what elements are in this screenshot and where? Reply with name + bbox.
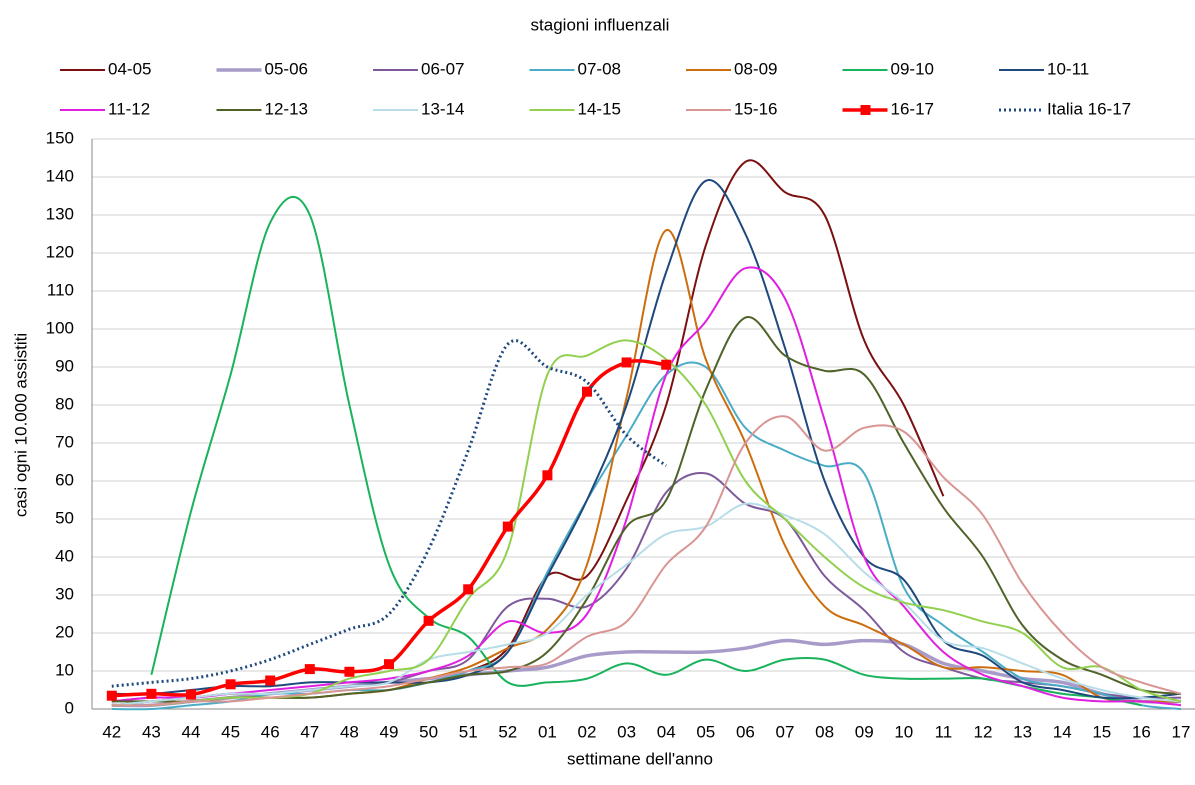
- plot-area: [106, 159, 1182, 711]
- y-axis-label: casi ogni 10.000 assistiti: [11, 333, 30, 517]
- marker: [146, 688, 157, 699]
- legend-label: 12-13: [265, 99, 308, 118]
- y-tick-label: 110: [47, 280, 74, 299]
- marker: [621, 357, 632, 368]
- x-tick-label: 48: [340, 722, 359, 741]
- chart-title: stagioni influenzali: [531, 15, 670, 34]
- marker: [304, 664, 315, 675]
- series-line: [111, 316, 1182, 703]
- series-line: [111, 472, 1182, 703]
- series-line: [111, 266, 1182, 707]
- marker: [661, 359, 672, 370]
- x-tick-label: 02: [578, 722, 597, 741]
- marker: [582, 386, 592, 397]
- legend-label: 13-14: [421, 99, 464, 118]
- x-tick-label: 49: [380, 722, 399, 741]
- legend-marker: [860, 105, 871, 115]
- marker: [384, 659, 394, 670]
- x-tick-label: 15: [1092, 722, 1111, 741]
- x-tick-label: 14: [1053, 722, 1072, 741]
- x-tick-label: 13: [1013, 722, 1032, 741]
- legend-label: 11-12: [108, 99, 150, 118]
- x-tick-label: 12: [974, 722, 993, 741]
- x-tick-label: 05: [696, 722, 715, 741]
- series-line: [150, 195, 1142, 707]
- x-tick-label: 10: [894, 722, 913, 741]
- legend-label: 14-15: [578, 99, 621, 118]
- x-tick-label: 44: [182, 722, 201, 741]
- y-tick-label: 50: [55, 508, 74, 527]
- x-tick-label: 11: [935, 722, 953, 741]
- marker: [542, 470, 553, 481]
- series-line: [111, 229, 1182, 707]
- y-tick-label: 30: [55, 584, 74, 603]
- legend-label: 07-08: [578, 59, 621, 78]
- x-tick-label: 52: [498, 722, 517, 741]
- grid: [92, 138, 1195, 710]
- y-tick-label: 130: [46, 204, 74, 223]
- x-tick-label: 03: [617, 722, 636, 741]
- y-tick-label: 0: [65, 698, 74, 717]
- x-tick-label: 08: [815, 722, 834, 741]
- x-tick-label: 06: [736, 722, 755, 741]
- marker: [423, 615, 434, 626]
- x-tick-label: 51: [459, 722, 478, 741]
- series-line: [111, 179, 1182, 700]
- x-tick-label: 01: [538, 722, 557, 741]
- y-tick-label: 70: [55, 432, 74, 451]
- x-tick-label: 46: [261, 722, 280, 741]
- legend-label: 15-16: [734, 99, 777, 118]
- y-tick-label: 10: [55, 660, 74, 679]
- y-tick-label: 60: [55, 470, 74, 489]
- marker: [186, 689, 196, 700]
- y-tick-label: 100: [46, 318, 74, 337]
- legend-label: 10-11: [1047, 59, 1089, 78]
- x-tick-label: 43: [142, 722, 161, 741]
- legend-label: 04-05: [108, 59, 151, 78]
- series-line: [111, 638, 1182, 708]
- legend-label: 09-10: [891, 59, 934, 78]
- x-tick-label: 04: [657, 722, 676, 741]
- legend-label: 16-17: [891, 99, 934, 118]
- series-line: [111, 359, 667, 698]
- marker: [502, 521, 513, 532]
- legend-label: 05-06: [265, 59, 308, 78]
- y-tick-label: 90: [55, 356, 74, 375]
- x-tick-label: 17: [1172, 722, 1191, 741]
- series-line: [111, 415, 1182, 707]
- legend: 04-05 05-06 06-07 07-08 08-09 09-10 10-11 11-12…: [60, 59, 1131, 118]
- series-line: [111, 159, 945, 707]
- series-line: [111, 502, 1182, 707]
- x-tick-label: 50: [419, 722, 438, 741]
- marker: [265, 675, 276, 686]
- y-tick-label: 40: [55, 546, 74, 565]
- y-tick-label: 80: [55, 394, 74, 413]
- legend-label: 06-07: [421, 59, 464, 78]
- y-tick-label: 120: [46, 242, 74, 261]
- x-tick-label: 16: [1132, 722, 1151, 741]
- y-tick-label: 20: [55, 622, 74, 641]
- x-tick-label: 45: [221, 722, 240, 741]
- series-line: [111, 361, 1182, 711]
- y-tick-label: 150: [46, 128, 74, 147]
- marker: [225, 679, 236, 690]
- legend-label: Italia 16-17: [1047, 99, 1131, 118]
- y-tick-label: 140: [46, 166, 74, 185]
- x-tick-label: 07: [776, 722, 795, 741]
- legend-label: 08-09: [734, 59, 777, 78]
- x-tick-label: 09: [855, 722, 874, 741]
- marker: [463, 584, 474, 595]
- marker: [106, 690, 117, 701]
- x-tick-label: 42: [102, 722, 121, 741]
- marker: [344, 666, 355, 677]
- x-tick-label: 47: [300, 722, 319, 741]
- x-axis-label: settimane dell'anno: [567, 749, 713, 768]
